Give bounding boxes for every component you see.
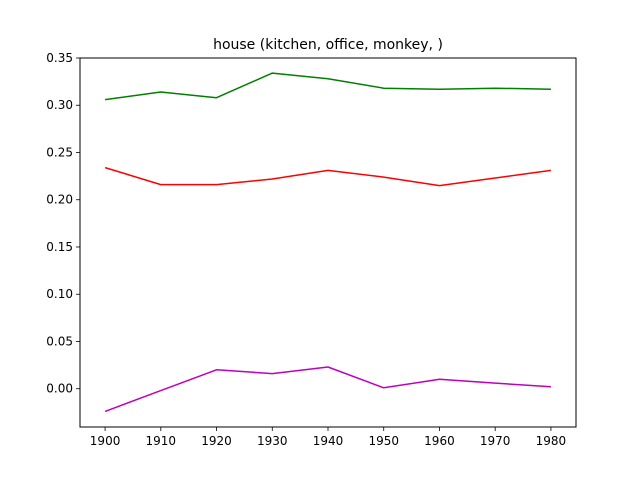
y-tick-label: 0.35	[46, 51, 73, 65]
plot-frame	[79, 57, 577, 428]
y-tick-label: 0.25	[46, 145, 73, 159]
x-tick-label: 1930	[257, 434, 288, 448]
series-layer	[104, 72, 552, 413]
series-line-2	[104, 166, 552, 187]
x-tick-label: 1970	[480, 434, 511, 448]
x-tick-label: 1940	[313, 434, 344, 448]
x-axis: 1900 1910 1920 1930 1940 1950 1960 1970 1980	[90, 427, 566, 448]
chart-title: house (kitchen, office, monkey, )	[213, 37, 443, 53]
x-tick-label: 1900	[90, 434, 121, 448]
y-tick-label: 0.10	[46, 287, 73, 301]
y-tick-label: 0.20	[46, 193, 73, 207]
x-tick-label: 1980	[536, 434, 567, 448]
x-tick-label: 1950	[368, 434, 399, 448]
y-tick-label: 0.15	[46, 240, 73, 254]
x-tick-label: 1910	[146, 434, 177, 448]
series-line-1	[104, 72, 551, 101]
y-tick-label: 0.30	[46, 98, 73, 112]
series-line-3	[104, 366, 551, 413]
y-tick-label: 0.00	[46, 382, 73, 396]
y-tick-label: 0.05	[46, 334, 73, 348]
x-tick-label: 1920	[201, 434, 232, 448]
x-tick-label: 1960	[424, 434, 455, 448]
y-axis: 0.00 0.05 0.10 0.15 0.20 0.25 0.30 0.35	[46, 51, 80, 396]
